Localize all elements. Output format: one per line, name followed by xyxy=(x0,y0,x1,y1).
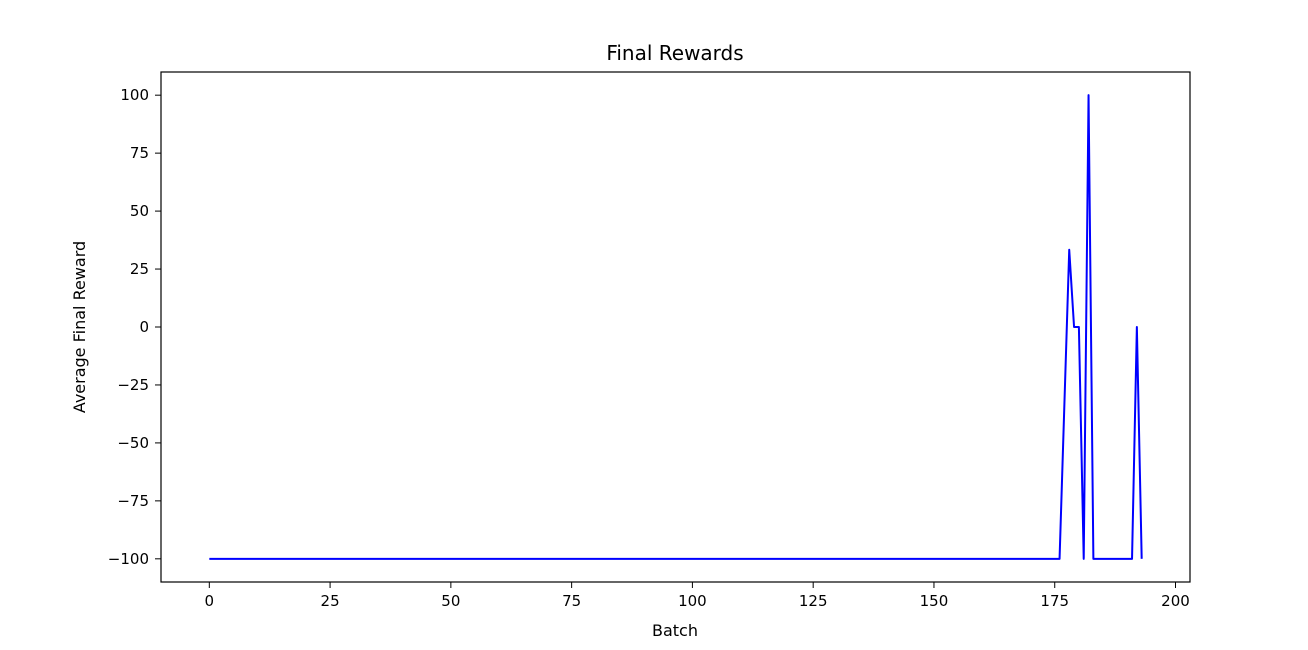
plot-frame xyxy=(160,71,1191,583)
y-tick-label: 0 xyxy=(139,318,149,336)
y-axis-label: Average Final Reward xyxy=(70,241,89,413)
x-tick-label: 100 xyxy=(678,592,707,610)
x-tick-label: 25 xyxy=(321,592,340,610)
x-tick-label: 175 xyxy=(1040,592,1069,610)
y-tick-label: 25 xyxy=(130,260,149,278)
x-tick-label: 0 xyxy=(205,592,215,610)
x-tick-label: 125 xyxy=(799,592,828,610)
x-tick-label: 200 xyxy=(1161,592,1190,610)
x-tick-label: 75 xyxy=(562,592,581,610)
y-tick-label: −75 xyxy=(117,492,149,510)
y-tick-label: 100 xyxy=(120,86,149,104)
x-axis-label: Batch xyxy=(652,621,698,640)
y-tick-label: 75 xyxy=(130,144,149,162)
x-tick-label: 150 xyxy=(920,592,949,610)
y-tick-label: −25 xyxy=(117,376,149,394)
series-line xyxy=(209,94,1143,560)
y-axis: 100 75 50 25 0 −25 −50 −75 −100 xyxy=(108,86,161,568)
chart-title: Final Rewards xyxy=(606,41,743,65)
x-axis: 0 25 50 75 100 125 150 175 200 xyxy=(205,582,1190,610)
y-tick-label: −100 xyxy=(108,550,149,568)
x-tick-label: 50 xyxy=(441,592,460,610)
y-tick-label: 50 xyxy=(130,202,149,220)
plot-area xyxy=(209,94,1143,560)
y-tick-label: −50 xyxy=(117,434,149,452)
